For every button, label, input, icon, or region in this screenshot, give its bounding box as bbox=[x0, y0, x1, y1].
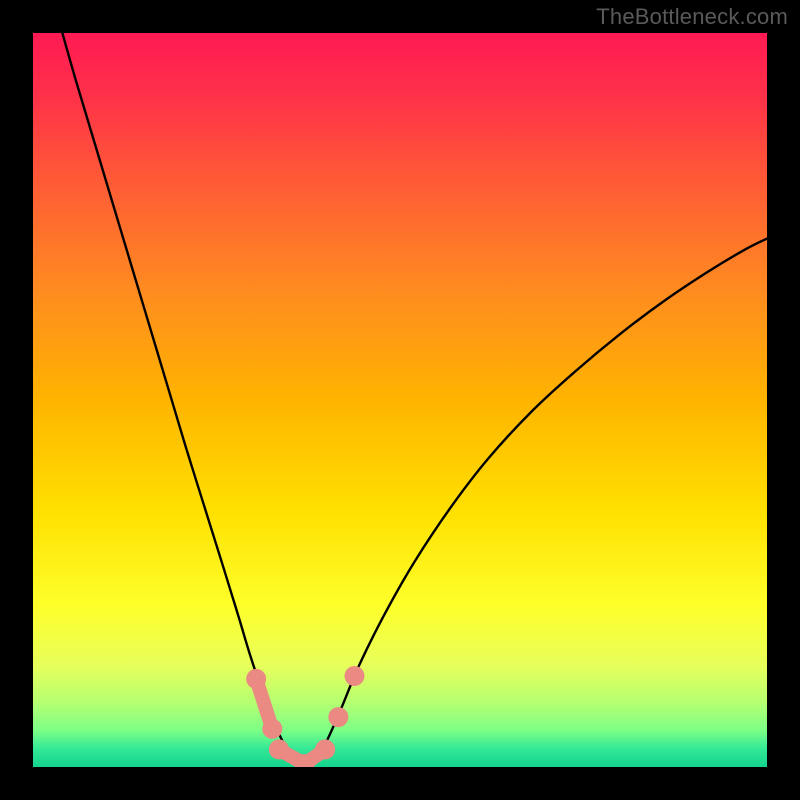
curve-marker-endcap bbox=[315, 739, 335, 759]
curve-marker-endcap bbox=[246, 669, 266, 689]
plot-gradient-background bbox=[33, 33, 767, 767]
curve-marker-dot bbox=[344, 666, 364, 686]
attribution-text: TheBottleneck.com bbox=[596, 4, 788, 30]
bottleneck-curve-chart bbox=[0, 0, 800, 800]
curve-marker-endcap bbox=[262, 719, 282, 739]
chart-container: TheBottleneck.com bbox=[0, 0, 800, 800]
curve-marker-endcap bbox=[269, 739, 289, 759]
curve-marker-dot bbox=[328, 707, 348, 727]
